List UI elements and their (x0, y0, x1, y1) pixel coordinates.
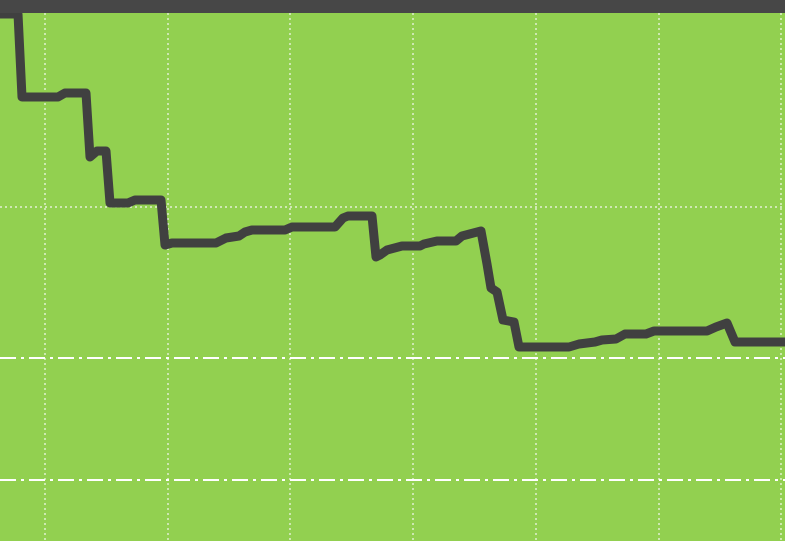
series-group (0, 9, 785, 352)
gridlines (0, 13, 785, 541)
reference-lines (0, 357, 785, 481)
top-border-bar (0, 0, 785, 13)
series-line-0 (0, 9, 785, 352)
